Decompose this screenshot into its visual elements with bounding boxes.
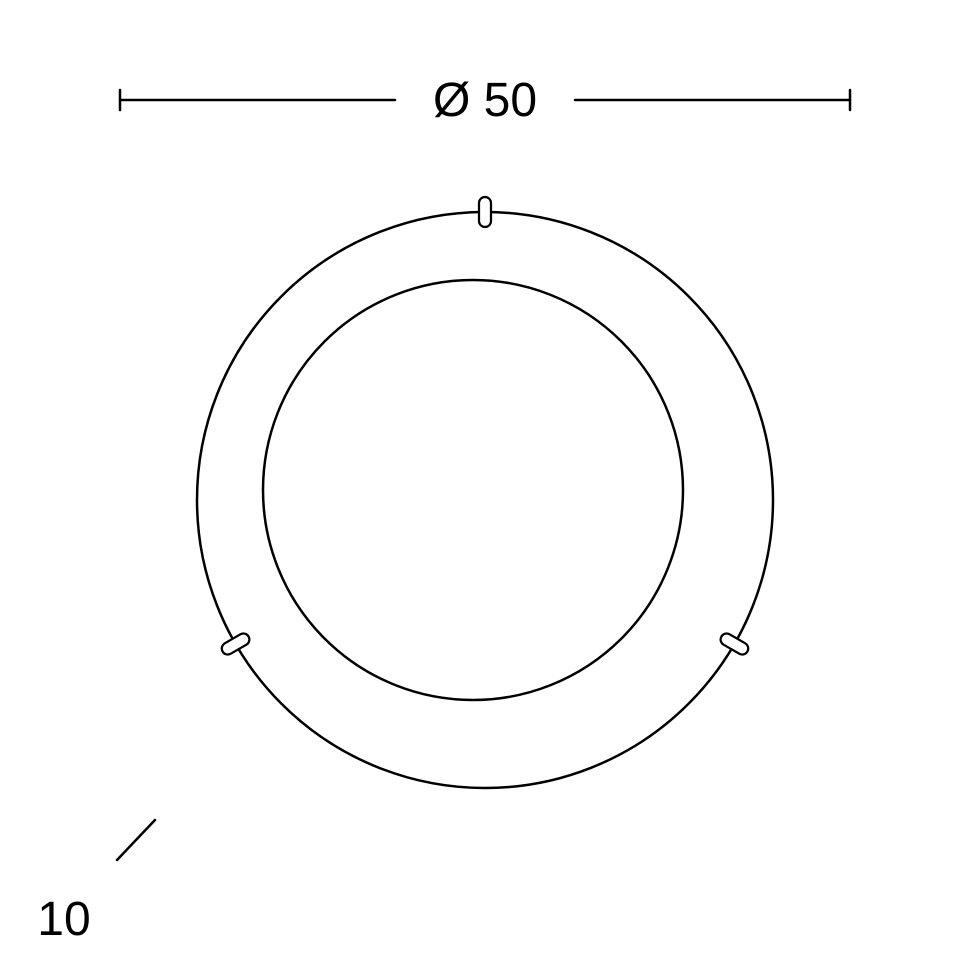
clip-icon: [479, 197, 491, 227]
clip-icon: [718, 631, 750, 656]
outer-circle: [197, 212, 773, 788]
diameter-label: Ø 50: [433, 74, 537, 127]
clips-group: [220, 197, 751, 657]
depth-tick: [117, 820, 155, 860]
depth-label: 10: [37, 893, 90, 946]
technical-drawing: Ø 50 10: [0, 0, 970, 970]
clip-icon: [220, 631, 252, 656]
diameter-dimension: Ø 50: [120, 74, 850, 127]
inner-circle: [263, 280, 683, 700]
depth-dimension: 10: [37, 820, 155, 946]
